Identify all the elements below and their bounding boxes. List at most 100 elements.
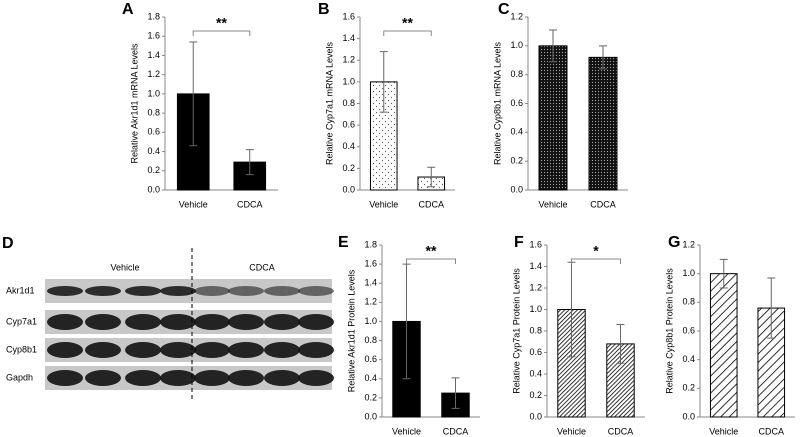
panel-label: F [514, 234, 524, 251]
blot-panel: D Vehicle CDCA Akr1d1 Cyp7a1 Cyp8b1 Gapd… [2, 235, 334, 400]
blot-band [160, 342, 196, 358]
blot-band [264, 342, 300, 358]
x-tick-label: CDCA [590, 199, 616, 209]
y-tick-label: 0.0 [529, 411, 542, 421]
blot-band [264, 314, 300, 330]
y-tick-label: 1.8 [147, 11, 160, 21]
x-tick-label: Vehicle [538, 199, 567, 209]
y-tick-label: 1.6 [364, 258, 377, 268]
y-tick-label: 0.2 [364, 392, 377, 402]
y-tick-label: 0.6 [147, 127, 160, 137]
blot-band [298, 370, 334, 386]
blot-band [160, 370, 196, 386]
x-tick-label: Vehicle [392, 426, 421, 436]
blot-band [228, 370, 264, 386]
row-label: Cyp8b1 [6, 344, 37, 354]
blot-band [85, 342, 121, 358]
y-tick-label: 0.2 [510, 156, 523, 166]
significance-bracket [571, 258, 621, 264]
blot-band [298, 342, 334, 358]
error-bar [451, 377, 460, 409]
y-tick-label: 1.0 [682, 268, 695, 278]
group-label: CDCA [249, 262, 275, 272]
y-tick-label: 1.0 [510, 40, 523, 50]
significance-bracket [192, 30, 251, 36]
y-tick-label: 0.0 [682, 411, 695, 421]
error-bar [616, 324, 625, 364]
panel-label: A [122, 1, 134, 18]
y-tick-label: 1.4 [147, 50, 160, 60]
bar [709, 273, 738, 418]
y-tick-label: 0.6 [364, 354, 377, 364]
bar [588, 56, 618, 191]
y-tick-label: 0.6 [342, 120, 355, 130]
y-tick-label: 1.0 [342, 76, 355, 86]
blot-band [160, 314, 196, 330]
y-tick-label: 0.4 [342, 141, 355, 151]
y-tick-label: 0.4 [510, 127, 523, 137]
y-tick-label: 0.8 [529, 325, 542, 335]
blot-band [160, 286, 196, 296]
blot-band [85, 370, 121, 386]
error-bar [719, 258, 728, 289]
blot-band [194, 314, 230, 330]
y-tick-label: 0.6 [510, 98, 523, 108]
x-tick-label: CDCA [758, 426, 784, 436]
y-axis-label: Relative Cyp8b1 Protein Levels [664, 268, 674, 394]
significance-label: * [593, 243, 599, 259]
blot-band [125, 370, 161, 386]
y-axis-label: Relative Akr1d1 mRNA Levels [129, 43, 139, 164]
blot-band [47, 286, 83, 296]
y-tick-label: 0.8 [147, 107, 160, 117]
y-tick-label: 0.8 [364, 335, 377, 345]
error-bar [245, 149, 254, 176]
error-bar [427, 166, 436, 188]
y-tick-label: 0.2 [529, 390, 542, 400]
group-label: Vehicle [110, 262, 139, 272]
panel-label: C [498, 1, 510, 18]
y-tick-label: 0.6 [529, 347, 542, 357]
blot-band [47, 370, 83, 386]
y-tick-label: 1.4 [529, 261, 542, 271]
blot-band [125, 314, 161, 330]
x-tick-label: CDCA [418, 199, 444, 209]
y-tick-label: 1.0 [147, 88, 160, 98]
y-tick-label: 1.2 [510, 11, 523, 21]
blot-band [194, 286, 230, 296]
y-tick-label: 0.0 [147, 184, 160, 194]
y-tick-label: 0.2 [682, 383, 695, 393]
error-bar [402, 263, 411, 380]
y-tick-label: 1.6 [342, 11, 355, 21]
row-label: Cyp7a1 [6, 316, 37, 326]
x-tick-label: Vehicle [557, 426, 586, 436]
significance-bracket [406, 258, 456, 264]
y-tick-label: 1.0 [529, 304, 542, 314]
blot-band [264, 370, 300, 386]
blot-band [298, 286, 334, 296]
blot-band [47, 342, 83, 358]
y-tick-label: 0.6 [682, 325, 695, 335]
blot-band [125, 286, 161, 296]
y-tick-label: 1.8 [364, 239, 377, 249]
blot-band [85, 286, 121, 296]
panel-label: D [2, 235, 14, 252]
y-tick-label: 1.2 [147, 69, 160, 79]
panel-label: G [668, 234, 680, 251]
y-tick-label: 1.4 [364, 278, 377, 288]
y-axis-label: Relative Cyp7a1 mRNA Levels [324, 41, 334, 165]
blot-band [228, 286, 264, 296]
blot-band [194, 370, 230, 386]
y-tick-label: 0.4 [364, 373, 377, 383]
y-tick-label: 1.4 [342, 33, 355, 43]
y-tick-label: 0.4 [529, 368, 542, 378]
blot-band [228, 342, 264, 358]
error-bar [379, 51, 388, 113]
y-tick-label: 1.2 [529, 282, 542, 292]
y-axis-label: Relative Cyp7a1 Protein Levels [511, 268, 521, 394]
y-tick-label: 0.4 [682, 354, 695, 364]
significance-bracket [383, 30, 432, 36]
y-tick-label: 1.2 [682, 239, 695, 249]
row-label: Gapdh [6, 372, 33, 382]
blot-image [45, 279, 334, 390]
